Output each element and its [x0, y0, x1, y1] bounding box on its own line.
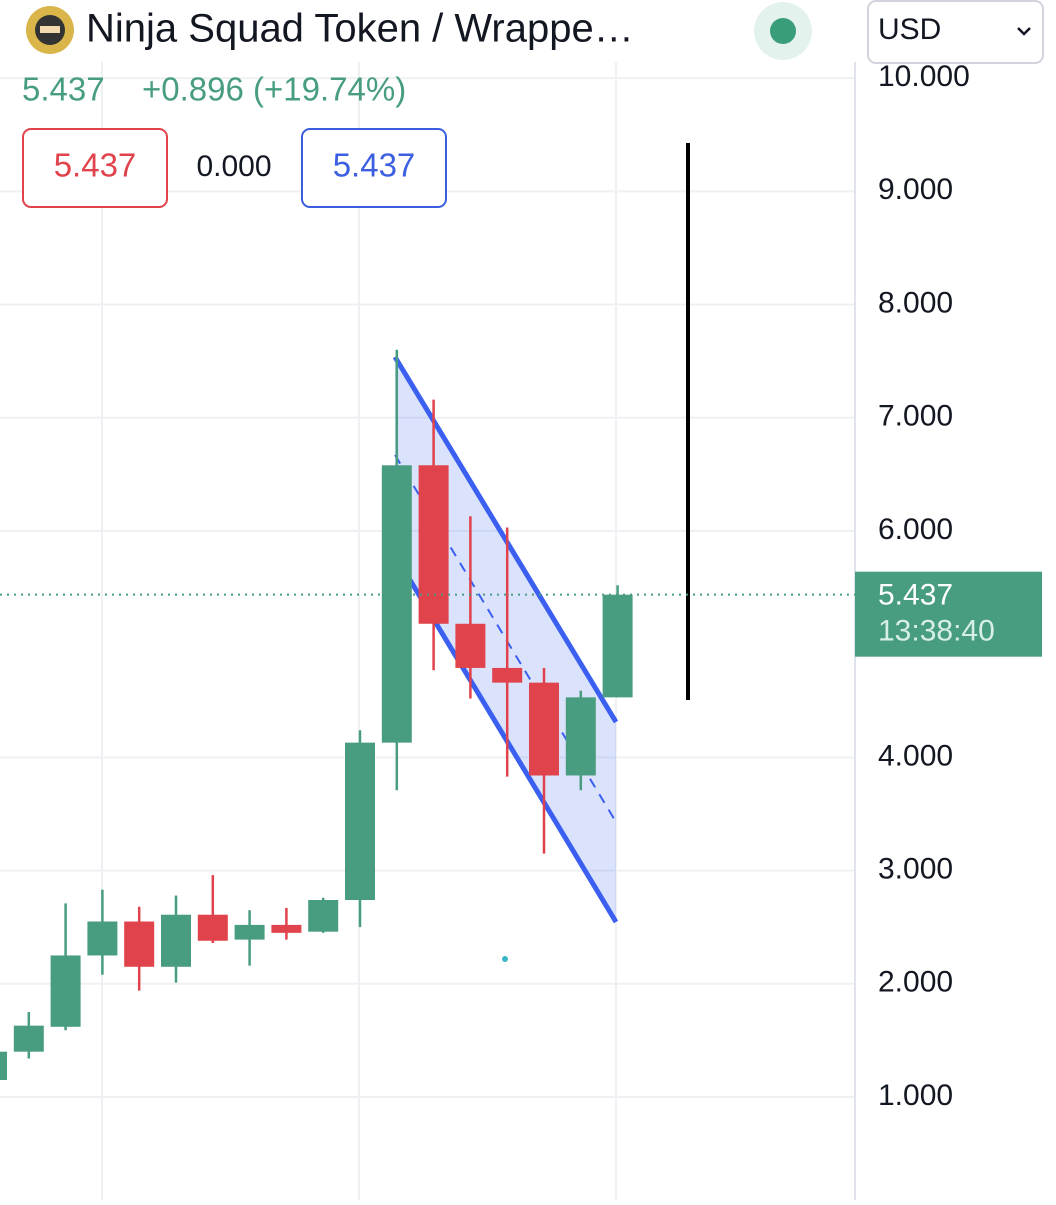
candle-body [87, 921, 118, 956]
candle-body [13, 1025, 44, 1052]
dot-marker [502, 956, 508, 962]
candle-body [0, 1051, 7, 1080]
y-tick-label: 4.000 [878, 739, 953, 772]
currency-label[interactable]: USD [878, 13, 941, 46]
candle-body [50, 955, 81, 1027]
candle-body [271, 924, 302, 933]
candle-body [381, 465, 412, 743]
candle-body [529, 682, 559, 776]
box-sell [22, 128, 168, 208]
currency-select[interactable] [867, 0, 1044, 64]
y-tick-label: 9.000 [878, 173, 953, 206]
box-buy-value: 5.437 [333, 147, 416, 184]
candle-body [345, 742, 375, 900]
last-price-label: 5.437 [878, 579, 953, 612]
candle-body [197, 914, 228, 941]
dropdown-chevron[interactable] [1017, 27, 1031, 36]
candle-body [308, 900, 339, 932]
header-change: +0.896 (+19.74%) [142, 71, 406, 108]
candle-body [565, 697, 596, 776]
channel-drawing [392, 355, 619, 924]
candle-body [602, 594, 633, 698]
candle-body [418, 465, 449, 624]
channel-top [392, 355, 619, 724]
candle-body [492, 667, 523, 683]
channel-bottom [407, 578, 619, 924]
candle-body [455, 623, 486, 668]
candle-body [124, 921, 155, 967]
y-tick-label: 7.000 [878, 400, 953, 433]
y-tick-label: 1.000 [878, 1079, 953, 1112]
channel-fill [395, 357, 616, 922]
candle-body [234, 924, 265, 940]
y-tick-label: 2.000 [878, 966, 953, 999]
y-tick-label: 3.000 [878, 852, 953, 885]
box-sell-value: 5.437 [54, 147, 137, 184]
y-tick-label: 10.000 [878, 60, 970, 93]
last-price-label-bg [855, 571, 1042, 657]
status-dot [770, 18, 796, 44]
y-tick-label: 6.000 [878, 513, 953, 546]
token-icon-eyes [40, 26, 60, 33]
countdown-label: 13:38:40 [878, 615, 995, 648]
box-buy [301, 128, 447, 208]
header-price: 5.437 [22, 71, 105, 108]
box-spread: 0.000 [196, 150, 271, 183]
title: Ninja Squad Token / Wrappe… [86, 7, 634, 51]
y-tick-label: 8.000 [878, 286, 953, 319]
candle-body [161, 914, 191, 967]
